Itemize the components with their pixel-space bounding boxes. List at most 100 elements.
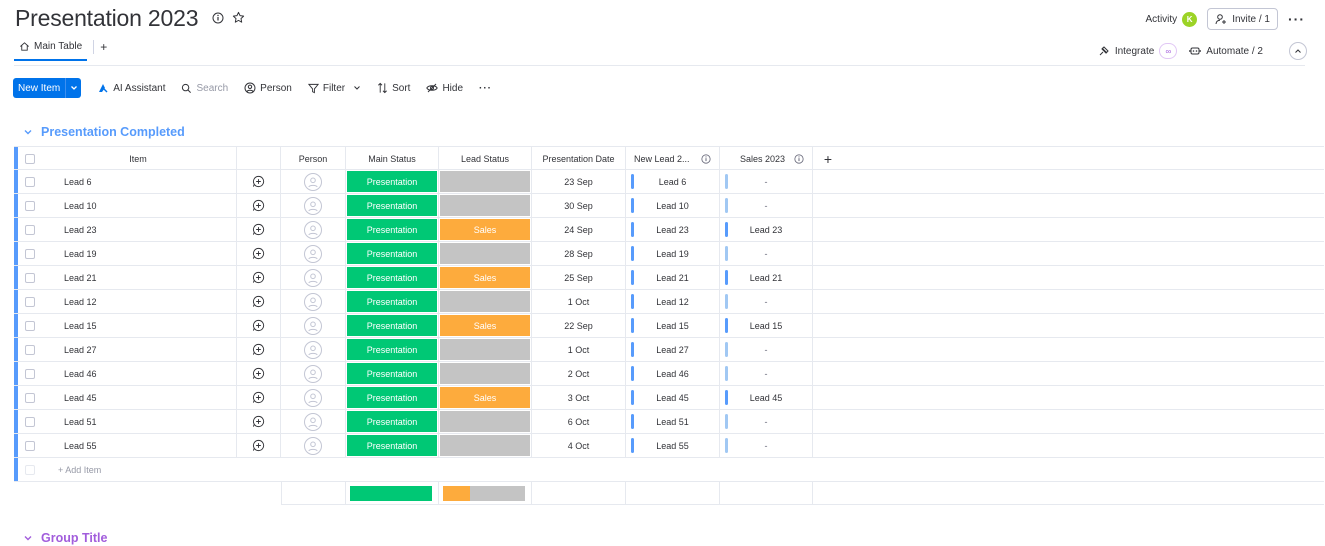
chevron-down-icon[interactable]	[23, 533, 33, 543]
more-options-icon[interactable]: ···	[1288, 11, 1305, 27]
lead-status-summary[interactable]	[439, 482, 532, 505]
tab-main-table[interactable]: Main Table	[14, 41, 88, 61]
lead-status-cell[interactable]: Sales	[439, 386, 532, 409]
sales-cell[interactable]: -	[720, 170, 813, 193]
star-icon[interactable]	[232, 11, 245, 24]
lead-status-cell[interactable]: Sales	[439, 314, 532, 337]
presentation-date-cell[interactable]: 4 Oct	[532, 434, 626, 457]
new-lead-cell[interactable]: Lead 12	[626, 290, 720, 313]
table-row[interactable]: Lead 19 Presentation 28 Sep Lead 19 -	[14, 242, 1324, 266]
row-checkbox[interactable]	[20, 194, 40, 217]
item-name[interactable]: Lead 6	[40, 170, 237, 193]
item-name[interactable]: Lead 45	[40, 386, 237, 409]
row-checkbox[interactable]	[20, 362, 40, 385]
lead-status-cell[interactable]	[439, 290, 532, 313]
presentation-date-cell[interactable]: 23 Sep	[532, 170, 626, 193]
main-status-cell[interactable]: Presentation	[346, 410, 439, 433]
chevron-down-icon[interactable]	[353, 84, 361, 92]
add-update-icon[interactable]	[237, 338, 281, 361]
group-header-group-title[interactable]: Group Title	[23, 531, 107, 545]
new-lead-cell[interactable]: Lead 6	[626, 170, 720, 193]
sales-cell[interactable]: -	[720, 194, 813, 217]
table-row[interactable]: Lead 46 Presentation 2 Oct Lead 46 -	[14, 362, 1324, 386]
presentation-date-cell[interactable]: 2 Oct	[532, 362, 626, 385]
row-checkbox[interactable]	[20, 266, 40, 289]
sales-cell[interactable]: -	[720, 362, 813, 385]
new-lead-cell[interactable]: Lead 21	[626, 266, 720, 289]
filter-button[interactable]: Filter	[307, 83, 361, 94]
presentation-date-cell[interactable]: 24 Sep	[532, 218, 626, 241]
person-cell[interactable]	[281, 434, 346, 457]
col-header-person[interactable]: Person	[281, 147, 346, 170]
sales-cell[interactable]: Lead 21	[720, 266, 813, 289]
table-row[interactable]: Lead 10 Presentation 30 Sep Lead 10 -	[14, 194, 1324, 218]
person-cell[interactable]	[281, 314, 346, 337]
add-update-icon[interactable]	[237, 242, 281, 265]
new-lead-cell[interactable]: Lead 46	[626, 362, 720, 385]
presentation-date-cell[interactable]: 3 Oct	[532, 386, 626, 409]
new-lead-cell[interactable]: Lead 23	[626, 218, 720, 241]
person-filter-button[interactable]: Person	[244, 82, 292, 94]
row-checkbox[interactable]	[20, 338, 40, 361]
lead-status-cell[interactable]	[439, 338, 532, 361]
add-update-icon[interactable]	[237, 434, 281, 457]
person-cell[interactable]	[281, 194, 346, 217]
person-cell[interactable]	[281, 386, 346, 409]
table-row[interactable]: Lead 45 Presentation Sales 3 Oct Lead 45…	[14, 386, 1324, 410]
automate-button[interactable]: Automate / 2	[1189, 45, 1263, 57]
collapse-header-button[interactable]	[1289, 42, 1307, 60]
add-update-icon[interactable]	[237, 218, 281, 241]
item-name[interactable]: Lead 10	[40, 194, 237, 217]
new-item-button[interactable]: New Item	[13, 78, 82, 98]
row-checkbox[interactable]	[20, 170, 40, 193]
lead-status-cell[interactable]	[439, 170, 532, 193]
row-checkbox[interactable]	[20, 314, 40, 337]
hide-button[interactable]: Hide	[426, 82, 463, 94]
lead-status-cell[interactable]	[439, 194, 532, 217]
person-cell[interactable]	[281, 266, 346, 289]
col-header-sales[interactable]: Sales 2023	[720, 147, 813, 170]
presentation-date-cell[interactable]: 28 Sep	[532, 242, 626, 265]
person-cell[interactable]	[281, 290, 346, 313]
row-checkbox[interactable]	[20, 434, 40, 457]
main-status-summary[interactable]	[346, 482, 439, 505]
sales-cell[interactable]: -	[720, 410, 813, 433]
table-row[interactable]: Lead 51 Presentation 6 Oct Lead 51 -	[14, 410, 1324, 434]
lead-status-cell[interactable]: Sales	[439, 218, 532, 241]
lead-status-cell[interactable]	[439, 410, 532, 433]
sales-cell[interactable]: Lead 45	[720, 386, 813, 409]
person-cell[interactable]	[281, 218, 346, 241]
lead-status-cell[interactable]: Sales	[439, 266, 532, 289]
table-row[interactable]: Lead 6 Presentation 23 Sep Lead 6 -	[14, 170, 1324, 194]
item-name[interactable]: Lead 15	[40, 314, 237, 337]
table-row[interactable]: Lead 55 Presentation 4 Oct Lead 55 -	[14, 434, 1324, 458]
new-lead-cell[interactable]: Lead 15	[626, 314, 720, 337]
main-status-cell[interactable]: Presentation	[346, 194, 439, 217]
add-update-icon[interactable]	[237, 290, 281, 313]
presentation-date-cell[interactable]: 6 Oct	[532, 410, 626, 433]
group-header-presentation-completed[interactable]: Presentation Completed	[23, 125, 185, 139]
col-header-presentation-date[interactable]: Presentation Date	[532, 147, 626, 170]
invite-button[interactable]: Invite / 1	[1207, 8, 1278, 30]
presentation-date-cell[interactable]: 25 Sep	[532, 266, 626, 289]
row-checkbox[interactable]	[20, 386, 40, 409]
info-icon[interactable]	[212, 11, 224, 24]
main-status-cell[interactable]: Presentation	[346, 218, 439, 241]
person-cell[interactable]	[281, 362, 346, 385]
table-row[interactable]: Lead 27 Presentation 1 Oct Lead 27 -	[14, 338, 1324, 362]
lead-status-cell[interactable]	[439, 434, 532, 457]
item-name[interactable]: Lead 12	[40, 290, 237, 313]
add-update-icon[interactable]	[237, 386, 281, 409]
integrate-button[interactable]: Integrate ∞	[1098, 43, 1178, 59]
main-status-cell[interactable]: Presentation	[346, 362, 439, 385]
add-item-input[interactable]: + Add Item	[58, 464, 102, 475]
presentation-date-cell[interactable]: 1 Oct	[532, 338, 626, 361]
add-item-row[interactable]: + Add Item	[14, 458, 1324, 482]
presentation-date-cell[interactable]: 1 Oct	[532, 290, 626, 313]
table-row[interactable]: Lead 12 Presentation 1 Oct Lead 12 -	[14, 290, 1324, 314]
col-header-item[interactable]: Item	[40, 147, 237, 170]
item-name[interactable]: Lead 23	[40, 218, 237, 241]
new-lead-cell[interactable]: Lead 55	[626, 434, 720, 457]
board-title[interactable]: Presentation 2023	[15, 5, 199, 31]
table-row[interactable]: Lead 23 Presentation Sales 24 Sep Lead 2…	[14, 218, 1324, 242]
